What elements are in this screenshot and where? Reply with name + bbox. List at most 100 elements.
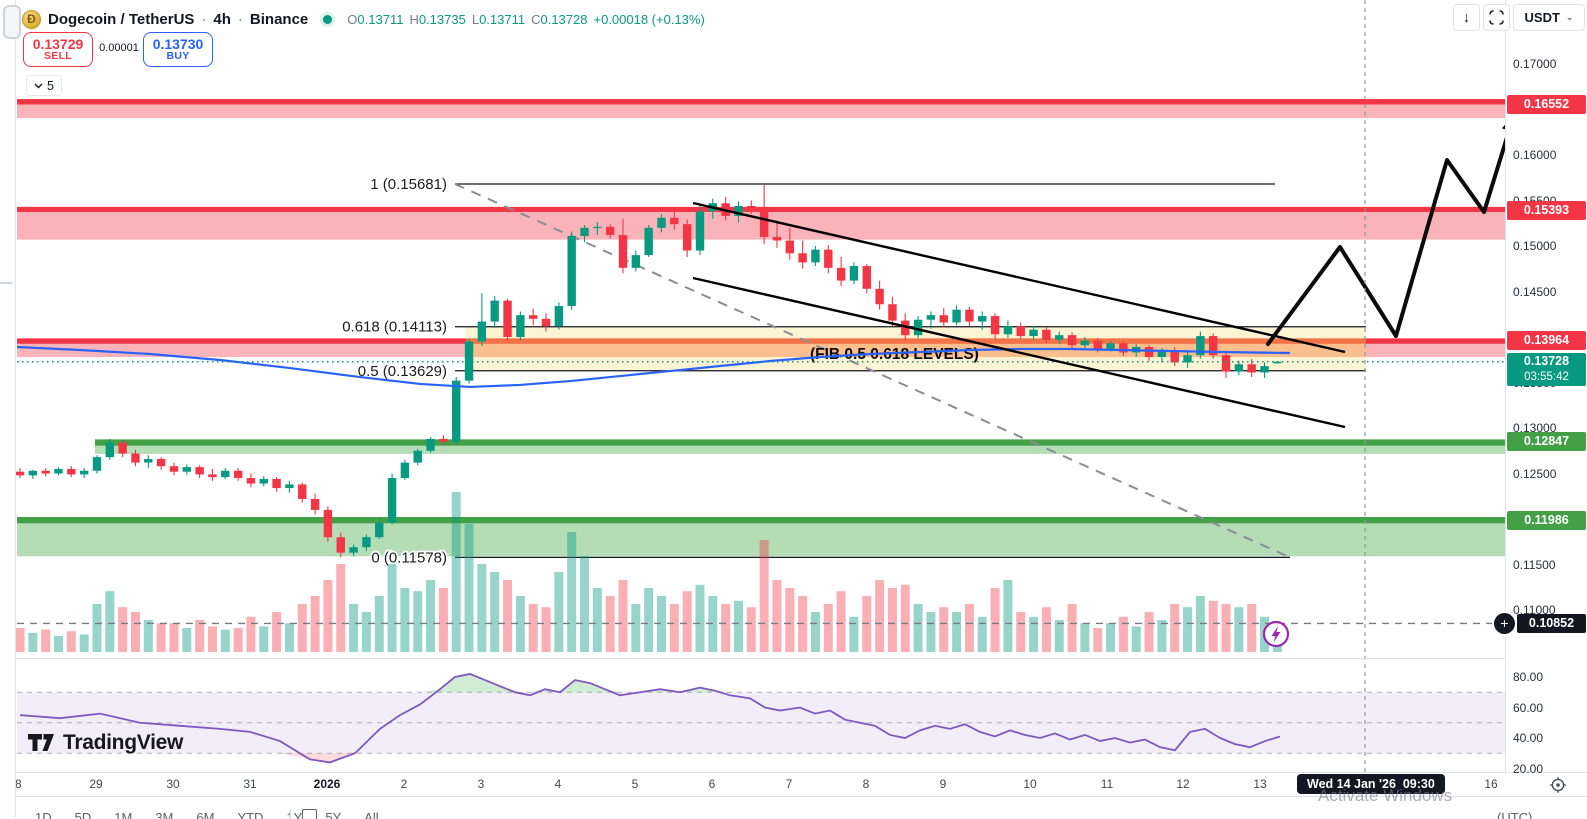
range-button-1D[interactable]: 1D — [35, 810, 52, 819]
market-status-dot[interactable] — [323, 14, 333, 24]
volume-bar — [79, 634, 89, 652]
timezone-label[interactable]: (UTC) — [1497, 810, 1533, 819]
rsi-tick: 60.00 — [1513, 700, 1544, 715]
bar-countdown: 03:55:42 — [1524, 370, 1569, 383]
volume-bar — [169, 623, 179, 652]
candle-body — [978, 316, 987, 322]
interval-label[interactable]: 4h — [213, 10, 231, 28]
volume-bar — [1183, 607, 1193, 652]
screenshot-button[interactable] — [1483, 4, 1510, 31]
calendar-icon[interactable] — [302, 809, 317, 819]
candle-body — [246, 478, 256, 484]
candle-body — [1247, 364, 1256, 373]
price-tick: 0.11500 — [1513, 557, 1556, 572]
level-lines — [17, 360, 1505, 625]
candle-body — [554, 306, 564, 327]
volume-bar — [1016, 612, 1026, 652]
time-axis[interactable]: 282930312026234567891011121316 Wed 14 Ja… — [0, 772, 1587, 796]
time-tick-8: 8 — [862, 777, 870, 791]
volume-bars — [15, 492, 1282, 652]
range-button-5Y[interactable]: 5Y — [325, 810, 342, 819]
candle-body — [54, 468, 63, 474]
axis-settings-gear-icon[interactable] — [1549, 776, 1567, 794]
price-tick: 0.12500 — [1513, 466, 1557, 481]
price-badge-0.10852: 0.10852 — [1517, 613, 1586, 633]
collapsed-panel-handle[interactable] — [3, 5, 21, 39]
buy-button[interactable]: 0.13730 BUY — [143, 32, 213, 67]
symbol-title[interactable]: Dogecoin / TetherUS — [48, 10, 195, 28]
resistance-0.13964-line — [17, 338, 466, 344]
candle-body — [580, 227, 589, 236]
sell-price: 0.13729 — [32, 35, 84, 52]
volume-bar — [1234, 607, 1244, 652]
range-button-5D[interactable]: 5D — [74, 810, 92, 819]
volume-bar — [387, 564, 397, 652]
sell-button[interactable]: 0.13729 SELL — [23, 32, 93, 67]
currency-selector[interactable]: USDT ⌄ — [1513, 4, 1585, 31]
candle-body — [567, 235, 576, 307]
date-range-buttons[interactable]: 1D 5D 1M 3M 6M YTD 1Y 5Y All — [35, 810, 379, 819]
download-button[interactable]: ↓ — [1453, 4, 1480, 31]
top-right-controls: ↓ USDT ⌄ — [1453, 4, 1585, 31]
time-tick-3: 3 — [477, 777, 485, 791]
volume-bar — [310, 596, 320, 652]
candle-body — [118, 442, 127, 454]
currency-value: USDT — [1524, 10, 1560, 25]
price-badge-0.16552: 0.16552 — [1507, 95, 1586, 115]
support-0.12847-fill — [95, 445, 1505, 454]
price-axis[interactable]: 0.170000.160000.155000.150000.145000.140… — [1494, 0, 1587, 776]
volume-bar — [1093, 628, 1103, 652]
resistance-0.16552-line — [17, 99, 1505, 105]
volume-bar — [515, 596, 525, 652]
range-button-1Y[interactable]: 1Y — [286, 810, 303, 819]
price-tick: 0.17000 — [1513, 57, 1557, 71]
tradingview-logo[interactable]: TradingView — [28, 731, 183, 755]
fib-level-label: 1 (0.15681) — [370, 176, 447, 193]
range-button-3M[interactable]: 3M — [155, 810, 174, 819]
range-button-1M[interactable]: 1M — [114, 810, 133, 819]
chart-chrome — [0, 0, 1587, 772]
rsi-tick: 20.00 — [1513, 761, 1544, 776]
volume-bar — [1144, 612, 1154, 652]
volume-bar — [926, 612, 936, 652]
range-button-YTD[interactable]: YTD — [237, 810, 264, 819]
candle-body — [323, 509, 333, 538]
candle-body — [1260, 366, 1269, 373]
candle-body — [734, 205, 743, 216]
volume-bar — [939, 607, 949, 652]
candle-body — [1157, 350, 1167, 358]
add-alert-plus-icon[interactable]: + — [1494, 612, 1515, 634]
zigzag-arrow-line — [1266, 119, 1514, 346]
candle-body — [939, 315, 948, 323]
candle-body — [490, 300, 499, 322]
candle-body — [452, 380, 461, 442]
volume-bar — [580, 556, 590, 652]
volume-bar — [451, 492, 461, 652]
current-price-badge: 0.13728 03:55:42 — [1507, 352, 1586, 386]
support-0.11986-fill — [17, 523, 1505, 557]
price-badge-0.15393: 0.15393 — [1507, 200, 1586, 220]
time-tick-11: 11 — [1100, 777, 1114, 791]
boost-lightning-icon[interactable] — [1261, 619, 1291, 649]
collapsed-watchlist-strip[interactable] — [0, 0, 21, 818]
volume-bar — [618, 580, 628, 652]
volume-bar — [682, 591, 692, 652]
support-resistance-zones — [17, 99, 1505, 557]
bottom-toolbar[interactable]: 1D 5D 1M 3M 6M YTD 1Y 5Y All (UTC) — [0, 796, 1587, 819]
symbol-legend[interactable]: Ð Dogecoin / TetherUS · 4h · Binance O0.… — [22, 8, 705, 30]
volume-bar — [105, 591, 115, 652]
indicators-collapse-toggle[interactable]: 5 — [26, 75, 62, 96]
candle-body — [259, 478, 268, 484]
candle-body — [1029, 329, 1038, 337]
volume-bar — [130, 612, 140, 652]
range-button-6M[interactable]: 6M — [196, 810, 215, 819]
rsi-oversold-fill — [20, 753, 1280, 763]
ma-line-blue — [16, 345, 1291, 389]
candle-body — [605, 226, 615, 236]
range-button-All[interactable]: All — [364, 810, 379, 819]
volume-bar — [490, 572, 500, 652]
volume-bar — [964, 604, 974, 652]
candle-body — [888, 304, 897, 321]
fib-retracement: 1 (0.15681) 0.618 (0.14113) 0.5 (0.13629) 0… — [340, 174, 1366, 568]
